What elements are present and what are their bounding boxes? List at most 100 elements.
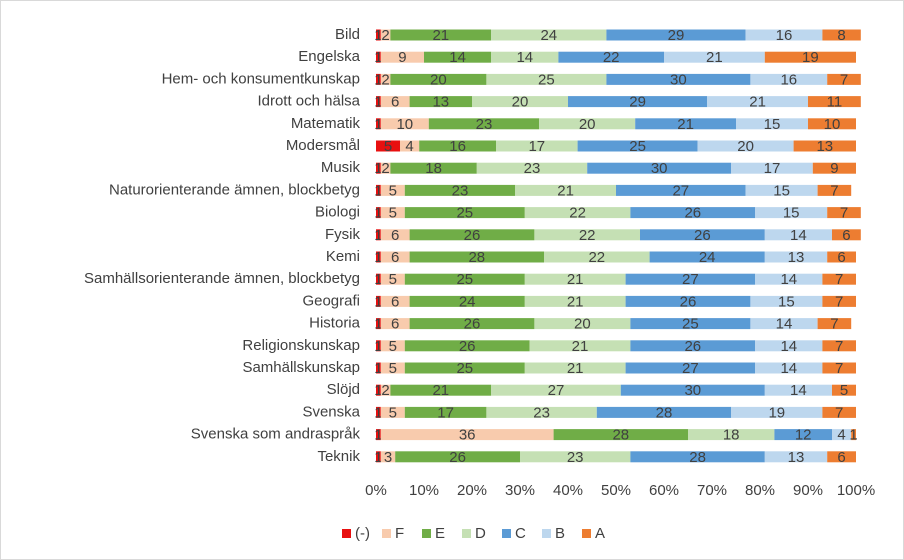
legend-label: B [555,525,565,542]
bar-segment [409,229,535,241]
bar-segment [376,406,381,418]
data-label: 7 [835,338,843,355]
bar-segment [625,362,756,374]
data-label: 25 [456,271,473,288]
data-label: 5 [389,271,397,288]
x-tick-label: 70% [697,482,727,499]
legend-swatch [542,529,551,538]
bar-segment [376,273,381,285]
bar-segment [630,451,765,463]
bar-segment [520,451,631,463]
data-label: 24 [540,27,557,44]
data-label: 30 [684,382,701,399]
bar-segment [832,229,861,241]
data-label: 14 [780,271,797,288]
x-tick-label: 40% [553,482,583,499]
bar-segment [808,118,856,130]
bar-segment [750,73,828,85]
y-tick-label: Fysik [325,226,360,243]
bar-segment [380,318,410,330]
bar-segment [376,140,400,152]
y-tick-label: Biologi [315,204,360,221]
data-label: 25 [682,316,699,333]
data-label: 26 [449,449,466,466]
bar-segment [755,207,828,219]
bar-segment [524,207,631,219]
bar-segment [376,318,381,330]
bar-segment [409,251,544,263]
data-label: 1 [374,427,382,444]
data-label: 21 [749,94,766,111]
data-label: 28 [468,249,485,266]
data-label: 6 [391,227,399,244]
legend-swatch [582,529,591,538]
bar-segment [404,207,525,219]
data-label: 23 [567,449,584,466]
data-label: 1 [374,249,382,266]
bar-segment [376,362,381,374]
data-label: 27 [682,360,699,377]
data-label: 29 [629,94,646,111]
data-label: 17 [437,404,454,421]
data-label: 20 [579,116,596,133]
data-label: 15 [773,182,790,199]
bar-segment [558,51,664,63]
bar-segment [491,51,559,63]
data-label: 2 [381,382,389,399]
data-label: 7 [830,182,838,199]
bar-segment [496,140,578,152]
data-label: 29 [668,27,685,44]
bar-segment [404,406,487,418]
data-label: 23 [524,160,541,177]
data-label: 28 [689,449,706,466]
bar-segment [745,29,823,41]
legend-label: (-) [355,525,370,542]
data-label: 1 [374,316,382,333]
data-label: 1 [374,205,382,222]
data-label: 16 [449,138,466,155]
data-label: 14 [780,338,797,355]
legend-label: D [475,525,486,542]
data-label: 6 [391,249,399,266]
bar-segment [587,162,732,174]
data-label: 23 [533,404,550,421]
data-label: 7 [835,271,843,288]
bar-segment [812,162,856,174]
data-label: 17 [764,160,781,177]
data-label: 23 [476,116,493,133]
bar-segment [635,118,736,130]
bar-segment [380,295,410,307]
data-label: 27 [548,382,565,399]
bar-segment [625,295,751,307]
y-tick-label: Engelska [298,48,360,65]
bar-segment [524,295,626,307]
bar-segment [390,162,477,174]
legend-label: A [595,525,605,542]
data-label: 21 [432,27,449,44]
data-label: 21 [432,382,449,399]
bar-segment [380,207,405,219]
data-label: 1 [374,116,382,133]
data-label: 5 [389,338,397,355]
data-label: 1 [374,404,382,421]
y-tick-label: Modersmål [286,137,360,154]
data-label: 5 [389,360,397,377]
x-tick-label: 100% [837,482,875,499]
data-label: 22 [603,49,620,66]
bar-segment [400,140,420,152]
bar-segment [539,118,636,130]
bar-segment [827,451,856,463]
data-label: 14 [449,49,466,66]
data-label: 1 [374,94,382,111]
bar-segment [390,29,492,41]
bar-segment [606,73,751,85]
data-label: 26 [694,227,711,244]
bar-segment [822,29,861,41]
bar-segment [553,429,688,441]
data-label: 28 [656,404,673,421]
bar-segment [380,51,424,63]
data-label: 7 [835,293,843,310]
x-tick-label: 20% [457,482,487,499]
bar-segment [764,251,828,263]
